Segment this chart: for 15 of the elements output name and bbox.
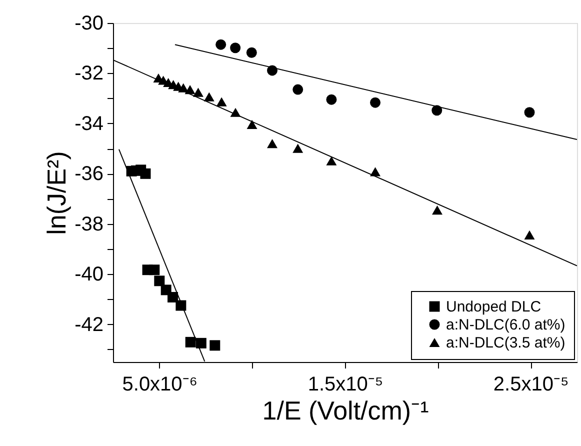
y-tick-label: -32 (74, 62, 104, 85)
y-tick-label: -30 (74, 12, 104, 34)
y-tick-label: -36 (74, 163, 104, 186)
x-tick-label: 5.0x10⁻⁶ (122, 374, 198, 396)
y-axis-title: ln(J/E²) (42, 151, 72, 235)
y-tick-label: -34 (74, 112, 104, 135)
y-tick-label: -40 (74, 264, 104, 286)
legend-label: a:N-DLC(3.5 at%) (446, 334, 566, 352)
y-tick-label: -42 (74, 314, 104, 336)
legend-label: Undoped DLC (446, 298, 542, 316)
x-tick-label: 2.5x10⁻⁵ (493, 374, 569, 396)
x-axis-title: 1/E (Volt/cm)⁻¹ (262, 396, 430, 426)
y-tick-label: -38 (74, 213, 104, 236)
legend-label: a:N-DLC(6.0 at%) (446, 316, 566, 334)
x-tick-label: 1.5x10⁻⁵ (308, 374, 384, 396)
